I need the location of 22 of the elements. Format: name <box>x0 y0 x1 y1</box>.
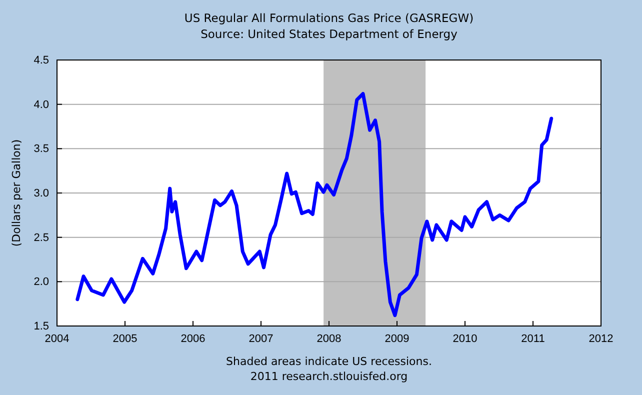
x-tick-label: 2009 <box>384 332 410 345</box>
chart-title: US Regular All Formulations Gas Price (GASREGW) <box>184 11 474 25</box>
y-tick-label: 4.0 <box>34 98 49 111</box>
x-tick-label: 2012 <box>588 332 614 345</box>
line-series <box>76 92 554 318</box>
x-tick-label: 2011 <box>521 332 545 345</box>
y-tick-label: 3.5 <box>34 143 49 156</box>
y-tick-label: 4.5 <box>34 54 49 67</box>
y-tick-label: 2.5 <box>34 232 49 244</box>
y-tick-label: 2.0 <box>34 276 49 288</box>
x-tick-label: 2008 <box>316 332 342 345</box>
y-tick-label: 3.0 <box>34 188 49 200</box>
y-tick-label: 1.5 <box>34 320 49 333</box>
text: 2011 research.stlouisfed.org <box>250 370 408 383</box>
y-axis-title: (Dollars per Gallon) <box>10 139 23 247</box>
x-tick-label: 2007 <box>248 332 274 345</box>
text: Shaded areas indicate US recessions. <box>226 355 432 368</box>
x-tick-label: 2004 <box>44 332 70 345</box>
x-tick-label: 2005 <box>112 332 138 345</box>
x-tick-label: 2010 <box>452 332 478 345</box>
chart-subtitle: Source: United States Department of Energy <box>200 27 458 41</box>
x-tick-label: 2006 <box>180 332 206 345</box>
